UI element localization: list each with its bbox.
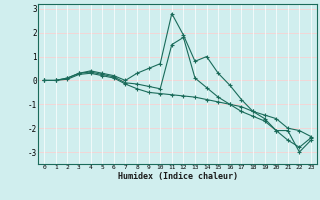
X-axis label: Humidex (Indice chaleur): Humidex (Indice chaleur) <box>118 172 238 181</box>
